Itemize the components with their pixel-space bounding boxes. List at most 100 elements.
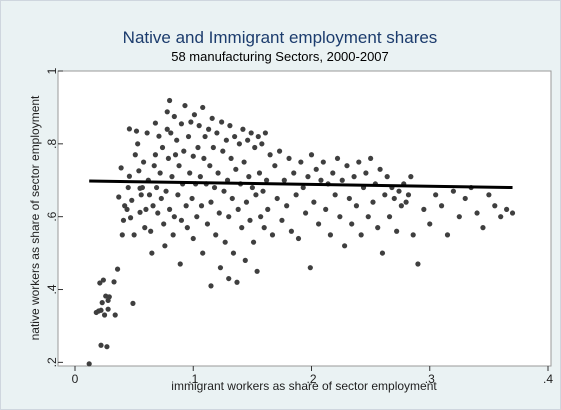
- data-point: [175, 192, 181, 198]
- y-tick-label: .2: [45, 357, 59, 367]
- x-tick-label: .1: [188, 372, 198, 386]
- data-point: [408, 174, 414, 180]
- data-point: [504, 206, 510, 212]
- data-point: [171, 214, 177, 220]
- data-point: [167, 97, 173, 104]
- data-point: [165, 155, 172, 162]
- data-point: [190, 153, 196, 159]
- data-point: [288, 228, 294, 234]
- data-point: [330, 170, 336, 176]
- data-point: [111, 279, 117, 285]
- data-point: [334, 155, 341, 162]
- data-point: [153, 184, 160, 191]
- chart-title: Native and Immigrant employment shares: [123, 28, 438, 47]
- data-point: [202, 133, 208, 140]
- data-point: [185, 133, 192, 140]
- data-point: [349, 221, 355, 227]
- chart-subtitle: 58 manufacturing Sectors, 2000-2007: [171, 49, 389, 64]
- data-points: [86, 97, 516, 367]
- data-point: [182, 102, 188, 109]
- data-point: [138, 192, 144, 198]
- data-point: [375, 225, 381, 231]
- data-point: [207, 163, 213, 169]
- data-point: [174, 137, 180, 143]
- data-point: [318, 177, 324, 183]
- data-point: [170, 232, 176, 238]
- data-point: [279, 217, 285, 223]
- data-point: [263, 177, 270, 183]
- data-point: [209, 115, 215, 121]
- data-point: [133, 128, 140, 134]
- data-point: [344, 163, 350, 169]
- data-point: [125, 184, 131, 191]
- data-point: [126, 126, 132, 132]
- data-point: [320, 159, 326, 165]
- data-point: [272, 163, 278, 169]
- data-point: [98, 307, 104, 313]
- data-point: [255, 133, 261, 140]
- data-point: [254, 268, 260, 274]
- data-point: [164, 126, 170, 132]
- data-point: [353, 203, 360, 209]
- data-point: [396, 188, 402, 194]
- data-point: [219, 119, 225, 125]
- data-point: [137, 209, 143, 215]
- data-point: [323, 206, 329, 212]
- data-point: [224, 177, 231, 183]
- data-point: [118, 165, 124, 171]
- data-point: [233, 166, 239, 172]
- data-point: [384, 174, 390, 180]
- data-point: [190, 235, 196, 242]
- data-point: [184, 225, 190, 231]
- data-point: [311, 199, 317, 205]
- data-point: [480, 225, 486, 231]
- data-point: [148, 228, 154, 234]
- data-point: [163, 188, 169, 194]
- data-point: [258, 214, 264, 220]
- data-point: [211, 184, 218, 191]
- data-point: [198, 203, 205, 209]
- data-point: [256, 170, 263, 176]
- data-point: [194, 214, 200, 220]
- data-point: [152, 152, 159, 158]
- data-point: [370, 199, 376, 205]
- data-point: [169, 174, 175, 180]
- data-point: [158, 195, 164, 202]
- data-point: [222, 239, 228, 245]
- data-point: [114, 266, 121, 272]
- data-point: [208, 283, 214, 289]
- data-point: [252, 144, 258, 151]
- data-point: [139, 184, 146, 191]
- data-point: [462, 195, 468, 202]
- data-point: [235, 206, 241, 212]
- data-point: [365, 214, 371, 220]
- data-point: [226, 275, 232, 282]
- data-point: [221, 188, 227, 194]
- data-point: [149, 250, 155, 256]
- data-point: [358, 232, 364, 238]
- data-point: [150, 203, 156, 209]
- data-point: [206, 126, 212, 132]
- data-point: [498, 214, 504, 220]
- data-point: [143, 206, 149, 212]
- y-tick-label: .4: [45, 284, 59, 294]
- data-point: [86, 361, 92, 367]
- data-point: [269, 232, 276, 238]
- data-point: [450, 188, 456, 194]
- data-point: [302, 210, 309, 216]
- data-point: [208, 199, 214, 205]
- plot-area: [57, 70, 552, 367]
- data-point: [142, 225, 148, 231]
- data-point: [486, 192, 492, 198]
- y-axis-label: native workers as share of sector employ…: [28, 95, 42, 340]
- data-point: [124, 206, 130, 212]
- data-point: [168, 130, 174, 136]
- data-point: [438, 203, 445, 209]
- data-point: [104, 344, 110, 350]
- data-point: [300, 184, 306, 191]
- data-point: [120, 217, 127, 223]
- y-axis: .2 .4 .6 .8 1: [45, 67, 63, 367]
- data-point: [346, 195, 352, 202]
- data-point: [189, 195, 195, 202]
- data-point: [167, 206, 173, 212]
